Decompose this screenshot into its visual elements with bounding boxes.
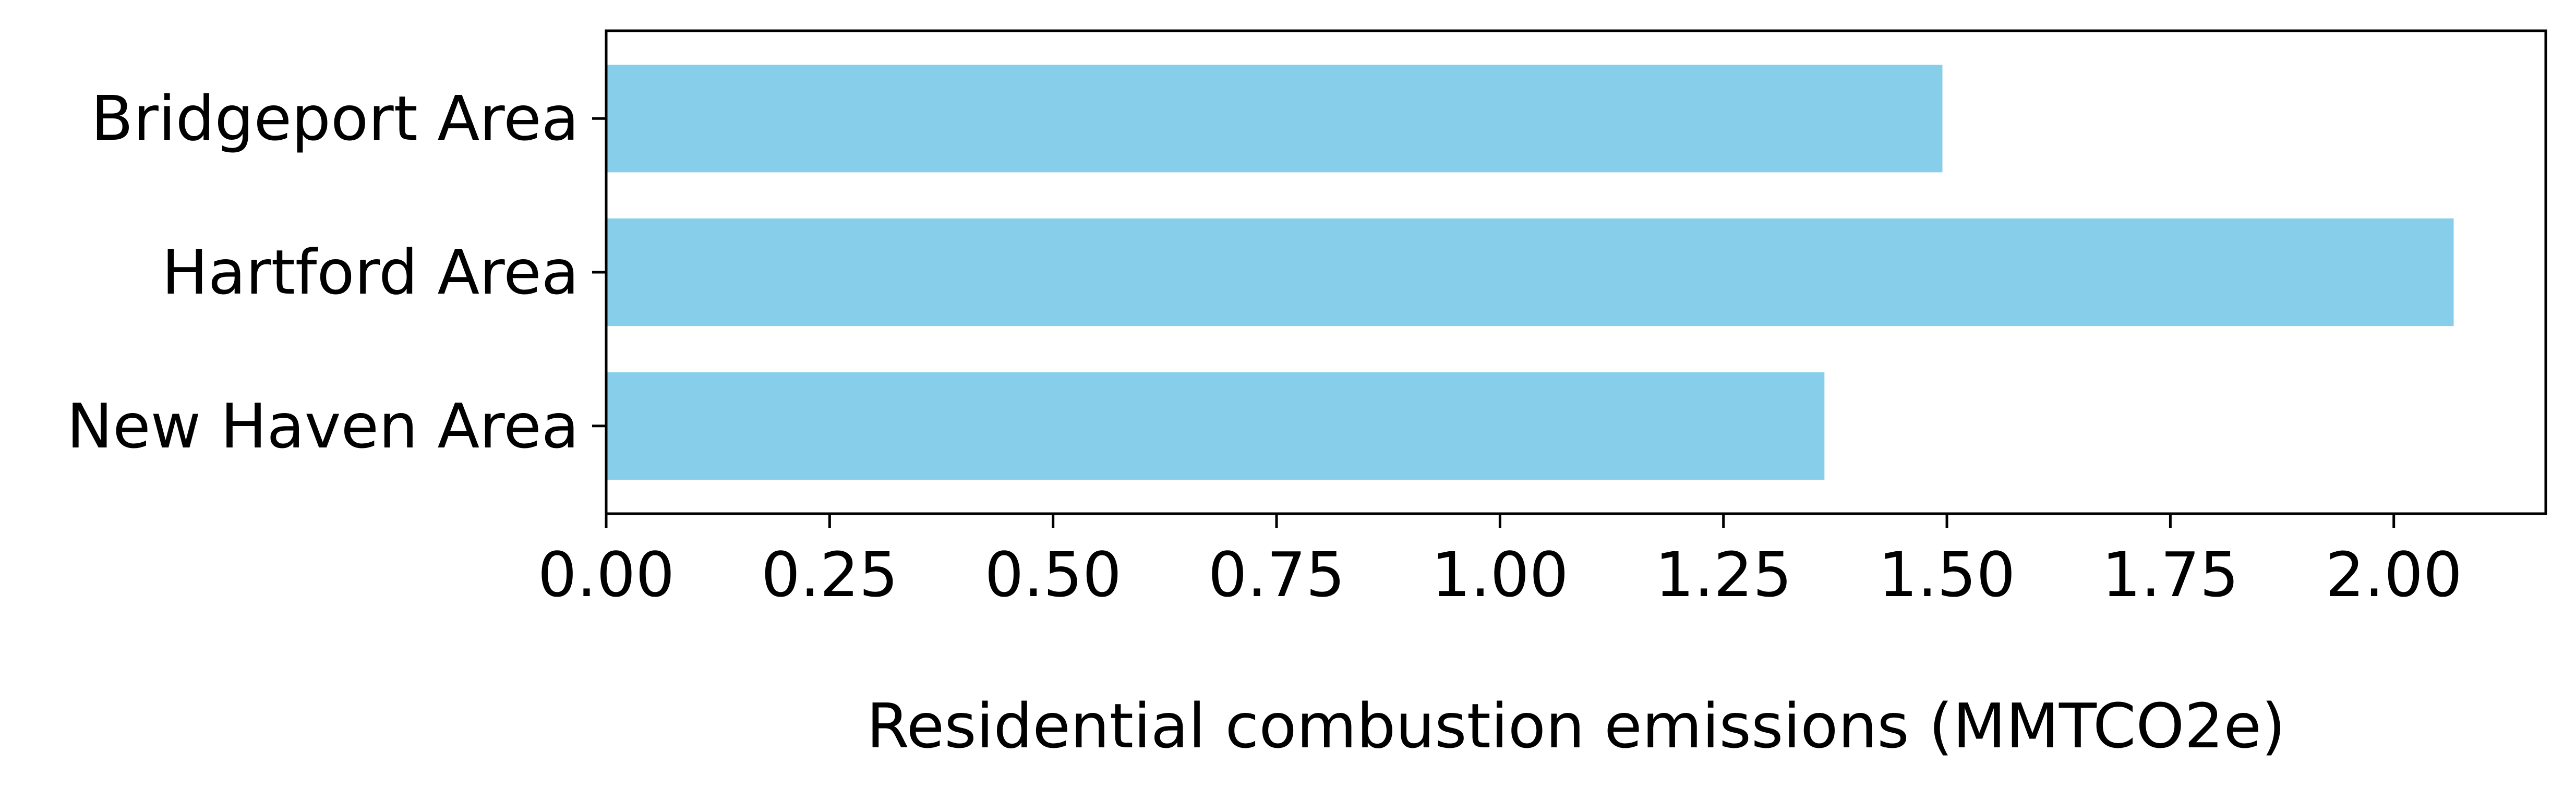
bar-hartford-area	[606, 218, 2454, 326]
x-tick-label: 1.75	[2102, 539, 2239, 611]
plot-area-frame	[605, 29, 2547, 515]
y-axis: Bridgeport Area Hartford Area New Haven Ar…	[67, 82, 606, 462]
y-tick-label: Hartford Area	[162, 236, 579, 308]
y-tick-label: New Haven Area	[67, 390, 579, 462]
y-tick-label: Bridgeport Area	[91, 82, 579, 154]
x-tick-label: 1.00	[1431, 539, 1569, 611]
x-tick-label: 1.50	[1879, 539, 2016, 611]
x-tick-label: 0.25	[761, 539, 898, 611]
x-tick-label: 1.25	[1655, 539, 1792, 611]
x-axis-title: Residential combustion emissions (MMTCO2…	[866, 690, 2285, 762]
bar-new-haven-area	[606, 372, 1825, 480]
bar-bridgeport-area	[606, 65, 1943, 173]
x-tick-label: 0.00	[538, 539, 675, 611]
x-tick-label: 2.00	[2325, 539, 2462, 611]
x-tick-label: 0.50	[984, 539, 1122, 611]
x-tick-label: 0.75	[1208, 539, 1345, 611]
x-axis: 0.00 0.25 0.50 0.75 1.00 1.25 1.50 1.75 2.00	[538, 514, 2462, 611]
bars-group	[606, 65, 2454, 480]
